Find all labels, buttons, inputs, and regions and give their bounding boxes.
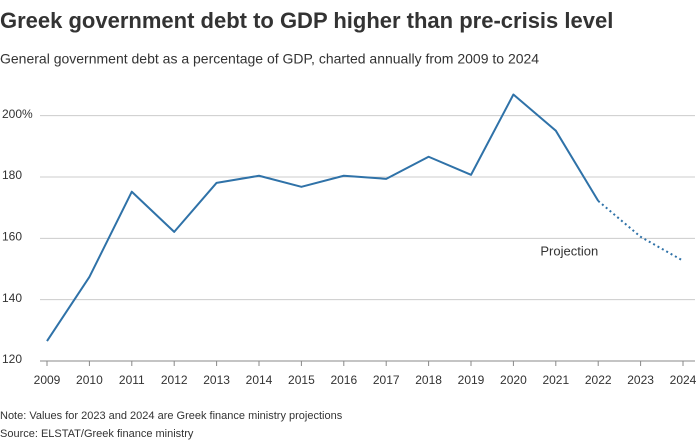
x-tick-label: 2020 (500, 373, 527, 387)
x-tick-label: 2009 (34, 373, 61, 387)
y-tick-label: 160 (2, 230, 22, 244)
x-tick-label: 2016 (330, 373, 357, 387)
x-tick-label: 2013 (203, 373, 230, 387)
note: Note: Values for 2023 and 2024 are Greek… (0, 410, 343, 422)
chart-subtitle: General government debt as a percentage … (0, 51, 539, 67)
x-tick-label: 2019 (458, 373, 485, 387)
x-tick-label: 2024 (670, 373, 697, 387)
x-tick-label: 2010 (76, 373, 103, 387)
y-tick-label: 200% (2, 107, 33, 121)
x-tick-label: 2015 (288, 373, 315, 387)
x-tick-label: 2018 (415, 373, 442, 387)
x-tick-label: 2012 (161, 373, 188, 387)
y-tick-label: 140 (2, 291, 22, 305)
x-tick-label: 2022 (585, 373, 612, 387)
x-tick-label: 2017 (373, 373, 400, 387)
x-tick-label: 2023 (627, 373, 654, 387)
series-line (597, 200, 684, 262)
annotation: Projection (540, 243, 598, 258)
series-line (46, 93, 600, 342)
x-tick-label: 2011 (119, 373, 145, 387)
y-tick-label: 120 (2, 352, 22, 366)
y-tick-label: 180 (2, 168, 22, 182)
x-tick-label: 2014 (246, 373, 273, 387)
source: Source: ELSTAT/Greek finance ministry (0, 428, 194, 440)
x-tick-label: 2021 (542, 373, 569, 387)
chart-title: Greek government debt to GDP higher than… (0, 8, 613, 33)
